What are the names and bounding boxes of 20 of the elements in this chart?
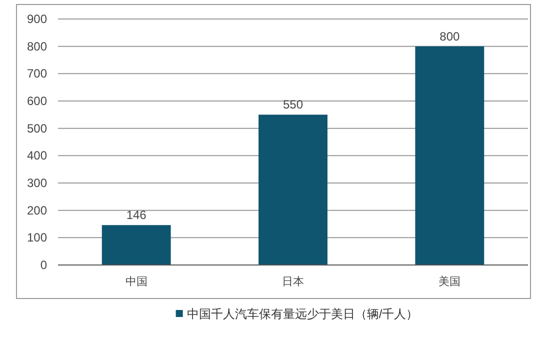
- data-label: 800: [440, 29, 460, 44]
- data-label: 146: [126, 208, 147, 222]
- x-tick-label: 美国: [438, 275, 461, 288]
- x-tick-label: 日本: [282, 275, 304, 288]
- y-tick-label: 0: [40, 258, 48, 272]
- y-tick-label: 900: [26, 12, 48, 26]
- y-tick-label: 700: [26, 66, 48, 81]
- y-tick-label: 500: [26, 121, 48, 136]
- data-label: 550: [282, 98, 304, 112]
- bar: [258, 114, 328, 265]
- y-tick-label: 300: [26, 176, 48, 190]
- legend-label: 中国千人汽车保有量远少于美日（辆/千人）: [186, 307, 418, 321]
- x-tick-label: 中国: [125, 275, 148, 288]
- y-tick-label: 400: [26, 148, 48, 163]
- y-tick-label: 100: [26, 230, 48, 245]
- y-tick-label: 800: [26, 39, 48, 54]
- y-tick-label: 200: [26, 203, 48, 218]
- y-tick-label: 600: [26, 94, 48, 108]
- bar: [415, 46, 484, 265]
- bar: [102, 225, 171, 265]
